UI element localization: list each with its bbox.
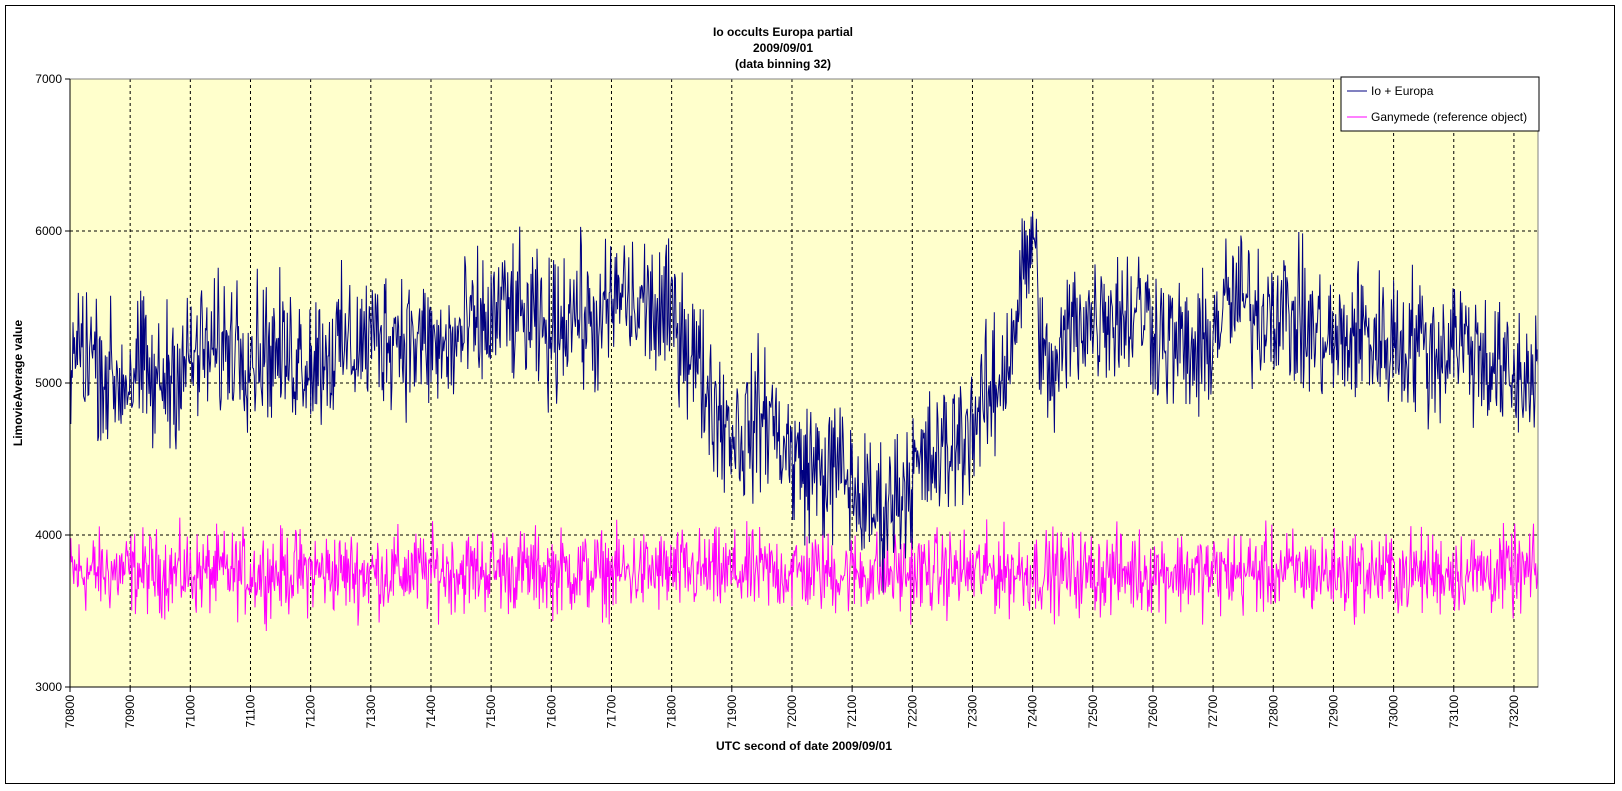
x-tick-label: 72300 [965, 695, 979, 729]
legend: Io + Europa Ganymede (reference object) [1340, 76, 1540, 132]
axes [65, 78, 1539, 692]
chart-frame: Io occults Europa partial 2009/09/01 (da… [5, 5, 1615, 784]
x-tick-label: 71800 [665, 695, 679, 729]
x-tick-label: 71500 [484, 695, 498, 729]
chart-title: Io occults Europa partial 2009/09/01 (da… [713, 25, 853, 71]
y-tick-label: 6000 [35, 224, 62, 238]
x-tick-labels: 70800 70900 71000 71100 71200 71300 71400 71500… [63, 695, 1521, 729]
x-tick-label: 72200 [905, 695, 919, 729]
x-tick-label: 72800 [1266, 695, 1280, 729]
chart-title-line-1: Io occults Europa partial [713, 25, 853, 39]
x-tick-label: 72000 [785, 695, 799, 729]
x-axis-label: UTC second of date 2009/09/01 [716, 739, 892, 753]
x-tick-label: 73100 [1447, 695, 1461, 729]
series-lines [69, 211, 1539, 632]
series-line-io-europa [69, 211, 1539, 593]
y-axis-label: LimovieAverage value [11, 320, 25, 447]
x-tick-label: 72700 [1206, 695, 1220, 729]
x-tick-label: 70900 [123, 695, 137, 729]
x-tick-label: 72500 [1086, 695, 1100, 729]
x-tick-label: 71700 [604, 695, 618, 729]
chart-title-line-2: 2009/09/01 [753, 41, 813, 55]
x-tick-label: 73000 [1387, 695, 1401, 729]
y-tick-label: 3000 [35, 680, 62, 694]
legend-entry: Io + Europa [1371, 84, 1434, 98]
legend-entry: Ganymede (reference object) [1371, 110, 1527, 124]
x-tick-label: 72100 [845, 695, 859, 729]
x-tick-label: 71200 [304, 695, 318, 729]
y-tick-label: 5000 [35, 376, 62, 390]
x-tick-label: 72900 [1326, 695, 1340, 729]
series-line-ganymede [69, 517, 1539, 632]
x-tick-label: 71600 [544, 695, 558, 729]
y-tick-label: 7000 [35, 72, 62, 86]
x-tick-label: 72400 [1026, 695, 1040, 729]
x-tick-label: 72600 [1146, 695, 1160, 729]
legend-box [1340, 76, 1540, 132]
x-tick-label: 71300 [364, 695, 378, 729]
chart-svg: Io occults Europa partial 2009/09/01 (da… [11, 25, 1540, 753]
y-tick-labels: 3000 4000 5000 6000 7000 [35, 72, 62, 694]
y-tick-label: 4000 [35, 528, 62, 542]
x-tick-label: 70800 [63, 695, 77, 729]
x-tick-label: 71400 [424, 695, 438, 729]
x-tick-label: 71000 [183, 695, 197, 729]
chart-title-line-3: (data binning 32) [735, 57, 831, 71]
x-tick-label: 73200 [1507, 695, 1521, 729]
x-tick-label: 71900 [725, 695, 739, 729]
x-tick-label: 71100 [243, 695, 257, 728]
